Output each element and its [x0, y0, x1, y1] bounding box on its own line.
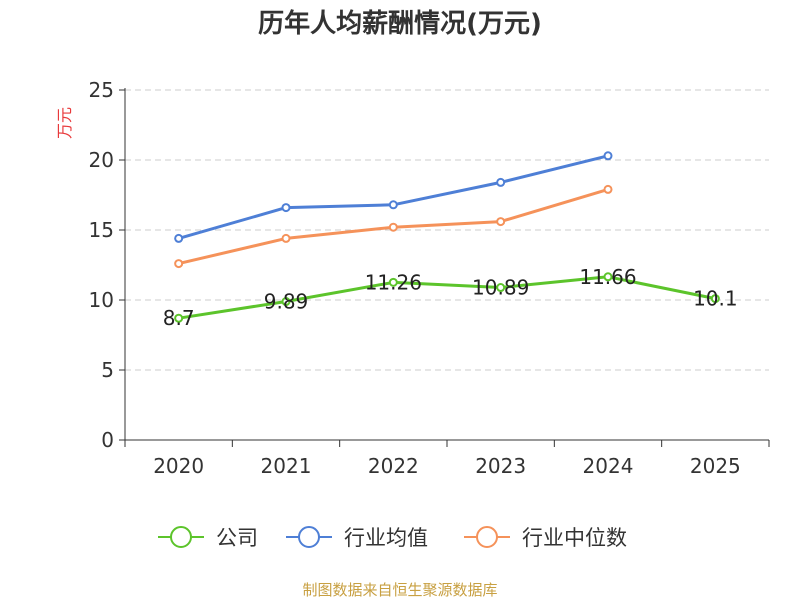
- gridlines: [125, 89, 769, 371]
- data-label-2022: 11.26: [365, 270, 422, 294]
- legend-item-1[interactable]: 行业均值: [286, 526, 428, 550]
- legend-marker-0: [170, 526, 192, 548]
- data-label-2023: 10.89: [472, 276, 529, 300]
- point-s2-2021: [281, 233, 291, 243]
- y-tick-label-15: 15: [89, 218, 114, 242]
- data-label-2020: 8.7: [163, 306, 195, 330]
- point-s0-2025: [710, 294, 720, 304]
- series-lines: [174, 151, 720, 323]
- point-s0-2024: [603, 272, 613, 282]
- x-tick-label-2022: 2022: [368, 454, 419, 478]
- x-tick-label-2021: 2021: [261, 454, 312, 478]
- legend[interactable]: 公司 行业均值 行业中位数: [158, 526, 627, 550]
- y-tick-label-20: 20: [89, 148, 114, 172]
- legend-label-2: 行业中位数: [522, 526, 627, 550]
- axes: [119, 88, 770, 447]
- point-s0-2021: [281, 297, 291, 307]
- legend-item-2[interactable]: 行业中位数: [464, 526, 627, 550]
- point-s1-2020: [174, 233, 184, 243]
- point-s2-2023: [496, 217, 506, 227]
- x-tick-label-2023: 2023: [475, 454, 526, 478]
- y-tick-label-10: 10: [89, 288, 114, 312]
- data-label-2021: 9.89: [264, 290, 309, 314]
- legend-marker-1: [298, 526, 320, 548]
- series-line-0: [178, 275, 716, 320]
- x-tick-label-2020: 2020: [153, 454, 204, 478]
- footer-source: 制图数据来自恒生聚源数据库: [302, 581, 497, 599]
- chart-title: 历年人均薪酬情况(万元): [258, 8, 542, 39]
- point-s1-2021: [281, 203, 291, 213]
- x-tick-labels: 2020 2021 2022 2023 2024 2025: [153, 454, 741, 478]
- y-tick-label-5: 5: [101, 358, 114, 382]
- data-label-2024: 11.66: [579, 265, 636, 289]
- data-label-2025: 10.1: [693, 287, 738, 311]
- legend-label-1: 行业均值: [344, 526, 428, 550]
- x-tick-label-2024: 2024: [583, 454, 634, 478]
- point-s2-2024: [603, 184, 613, 194]
- legend-label-0: 公司: [216, 526, 258, 550]
- legend-item-0[interactable]: 公司: [158, 526, 258, 550]
- y-tick-labels: 0 5 10 15 20 25: [89, 78, 114, 452]
- point-s2-2020: [174, 259, 184, 269]
- data-labels: 8.7 9.89 11.26 10.89 11.66 10.1: [163, 265, 738, 330]
- point-s1-2022: [388, 200, 398, 210]
- point-s0-2023: [496, 283, 506, 293]
- point-s0-2020: [174, 313, 184, 323]
- point-s0-2022: [388, 277, 398, 287]
- y-tick-label-0: 0: [101, 428, 114, 452]
- point-s1-2023: [496, 177, 506, 187]
- x-tick-label-2025: 2025: [690, 454, 741, 478]
- point-s1-2024: [603, 151, 613, 161]
- legend-marker-2: [476, 526, 498, 548]
- y-tick-label-25: 25: [89, 78, 114, 102]
- y-axis-label: 万元: [55, 107, 74, 139]
- point-s2-2022: [388, 222, 398, 232]
